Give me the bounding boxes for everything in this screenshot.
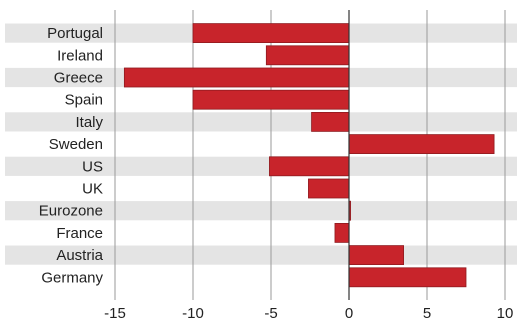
x-tick-label: -5 (264, 305, 277, 322)
bar-uk (308, 178, 350, 199)
bar-greece (123, 67, 350, 88)
category-label: UK (82, 181, 103, 198)
category-label: Eurozone (39, 203, 103, 220)
category-label: Portugal (47, 25, 103, 42)
bar-us (269, 156, 350, 177)
gridlines (114, 10, 506, 300)
bar-sweden (348, 134, 495, 155)
category-label: Ireland (57, 47, 103, 64)
category-label: Spain (65, 92, 103, 109)
category-labels: Portugal Ireland Greece Spain Italy Sweden US U… (39, 25, 104, 286)
category-label: Greece (54, 70, 103, 87)
row-stripe (5, 112, 517, 132)
bar-portugal (192, 23, 350, 44)
bar-ireland (265, 45, 350, 66)
bar-austria (348, 245, 404, 266)
x-tick-label: 0 (345, 305, 353, 322)
row-stripe (5, 156, 517, 176)
x-tick-labels: -15 -10 -5 0 5 10 (104, 305, 513, 322)
x-tick-label: -15 (104, 305, 126, 322)
category-label: Sweden (49, 136, 103, 153)
category-label: France (56, 225, 103, 242)
category-label: US (82, 158, 103, 175)
category-label: Italy (75, 114, 103, 131)
category-label: Austria (56, 247, 103, 264)
row-stripe (5, 201, 517, 221)
x-tick-label: 5 (423, 305, 431, 322)
x-tick-label: -10 (182, 305, 204, 322)
bar-germany (348, 267, 467, 288)
x-tick-label: 10 (497, 305, 514, 322)
bar-italy (311, 112, 350, 132)
bar-france (334, 222, 350, 243)
category-label: Germany (41, 269, 103, 286)
bars (123, 23, 495, 288)
bar-spain (192, 89, 350, 110)
